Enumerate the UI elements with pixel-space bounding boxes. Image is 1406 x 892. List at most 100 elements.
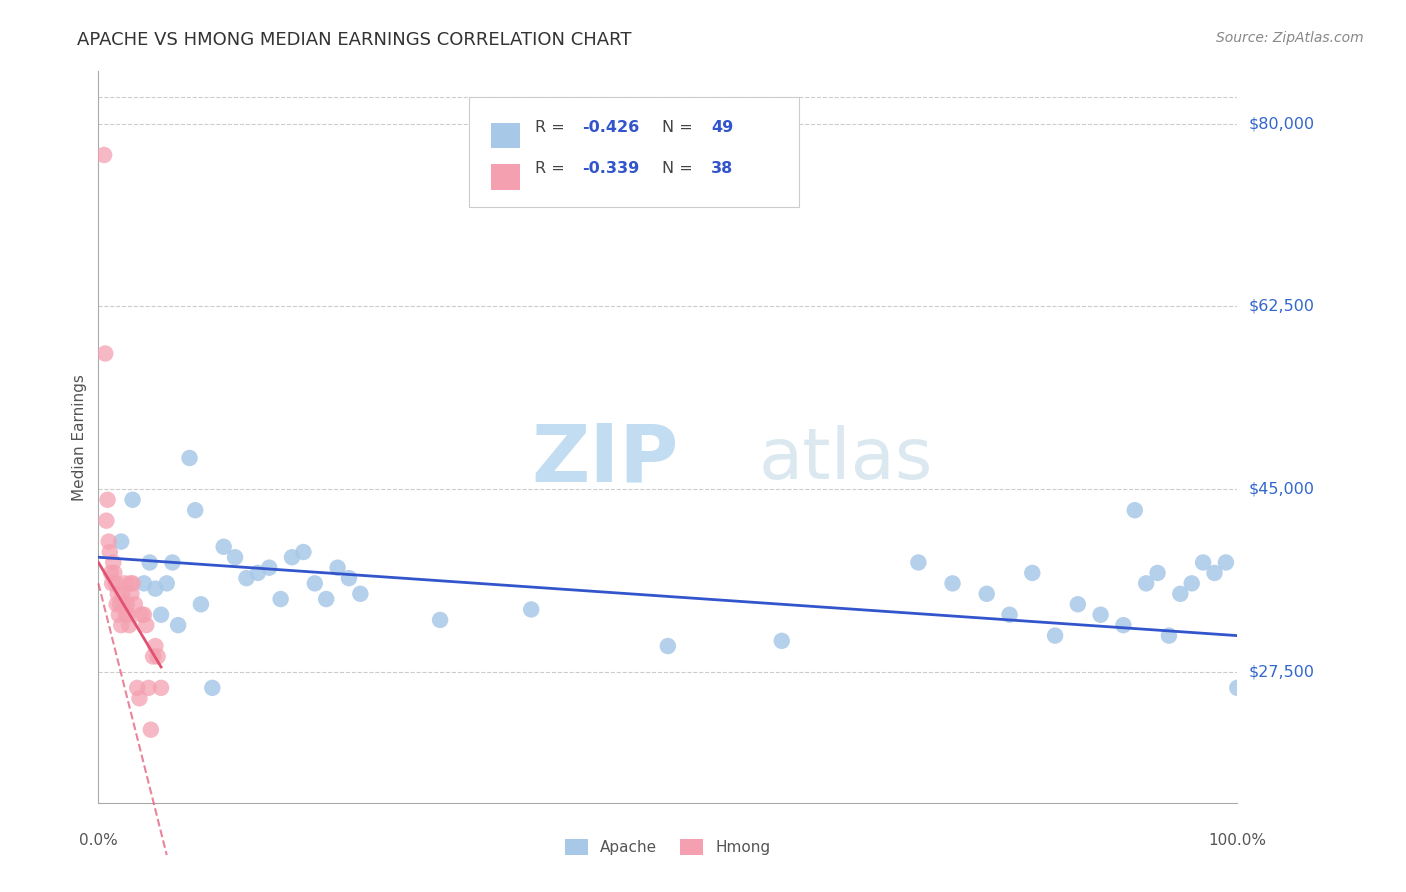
Text: -0.426: -0.426 — [582, 120, 640, 136]
Point — [146, 649, 169, 664]
Point — [93, 148, 115, 162]
Point — [337, 571, 360, 585]
Point — [98, 545, 121, 559]
FancyBboxPatch shape — [491, 164, 520, 190]
Point — [1170, 587, 1192, 601]
Text: APACHE VS HMONG MEDIAN EARNINGS CORRELATION CHART: APACHE VS HMONG MEDIAN EARNINGS CORRELAT… — [77, 31, 631, 49]
FancyBboxPatch shape — [468, 97, 799, 207]
Point — [121, 576, 143, 591]
Point — [150, 681, 173, 695]
Point — [156, 576, 179, 591]
Point — [1135, 576, 1157, 591]
Point — [145, 639, 167, 653]
Point — [349, 587, 371, 601]
Point — [111, 587, 134, 601]
Text: N =: N = — [662, 120, 697, 136]
Point — [132, 607, 155, 622]
Point — [135, 618, 157, 632]
Point — [292, 545, 315, 559]
Point — [100, 566, 122, 580]
Point — [120, 587, 142, 601]
Text: R =: R = — [534, 120, 569, 136]
Point — [657, 639, 679, 653]
Text: 0.0%: 0.0% — [79, 833, 118, 848]
Text: ZIP: ZIP — [531, 420, 679, 498]
FancyBboxPatch shape — [491, 122, 520, 148]
Point — [124, 597, 146, 611]
Point — [97, 534, 120, 549]
Point — [96, 514, 118, 528]
Text: atlas: atlas — [759, 425, 934, 493]
Point — [127, 681, 149, 695]
Point — [942, 576, 965, 591]
Point — [281, 550, 304, 565]
Text: R =: R = — [534, 161, 569, 176]
Point — [128, 691, 150, 706]
Point — [96, 492, 118, 507]
Point — [224, 550, 246, 565]
Point — [114, 576, 136, 591]
Point — [212, 540, 235, 554]
Point — [1090, 607, 1112, 622]
Point — [315, 592, 337, 607]
Point — [121, 492, 143, 507]
Point — [103, 566, 125, 580]
Point — [1215, 556, 1237, 570]
Point — [179, 450, 201, 465]
Point — [1067, 597, 1090, 611]
Point — [150, 607, 173, 622]
Point — [770, 633, 793, 648]
Point — [114, 607, 136, 622]
Text: N =: N = — [662, 161, 697, 176]
Point — [184, 503, 207, 517]
Point — [235, 571, 257, 585]
Point — [246, 566, 269, 580]
Point — [110, 534, 132, 549]
Point — [132, 576, 155, 591]
Point — [162, 556, 184, 570]
Point — [304, 576, 326, 591]
Point — [145, 582, 167, 596]
Text: 38: 38 — [711, 161, 734, 176]
Point — [190, 597, 212, 611]
Point — [429, 613, 451, 627]
Point — [110, 618, 132, 632]
Point — [118, 618, 141, 632]
Point — [142, 649, 165, 664]
Text: $80,000: $80,000 — [1249, 116, 1315, 131]
Text: 49: 49 — [711, 120, 734, 136]
Point — [1021, 566, 1043, 580]
Point — [104, 576, 127, 591]
Text: $45,000: $45,000 — [1249, 482, 1315, 497]
Point — [1123, 503, 1146, 517]
Text: $27,500: $27,500 — [1249, 665, 1315, 680]
Point — [107, 587, 129, 601]
Point — [1043, 629, 1066, 643]
Point — [131, 607, 153, 622]
Point — [1192, 556, 1215, 570]
Point — [138, 556, 160, 570]
Point — [326, 560, 349, 574]
Point — [520, 602, 543, 616]
Point — [101, 576, 124, 591]
Point — [120, 576, 142, 591]
Point — [139, 723, 162, 737]
Point — [1204, 566, 1226, 580]
Point — [167, 618, 190, 632]
Point — [259, 560, 281, 574]
Point — [105, 597, 128, 611]
Point — [103, 556, 125, 570]
Point — [108, 597, 131, 611]
Point — [201, 681, 224, 695]
Point — [94, 346, 117, 360]
Point — [138, 681, 160, 695]
Y-axis label: Median Earnings: Median Earnings — [72, 374, 87, 500]
Point — [115, 597, 138, 611]
Point — [108, 607, 131, 622]
Text: Source: ZipAtlas.com: Source: ZipAtlas.com — [1216, 31, 1364, 45]
Point — [112, 597, 135, 611]
Point — [1112, 618, 1135, 632]
Point — [1146, 566, 1168, 580]
Point — [117, 607, 139, 622]
Point — [1181, 576, 1204, 591]
